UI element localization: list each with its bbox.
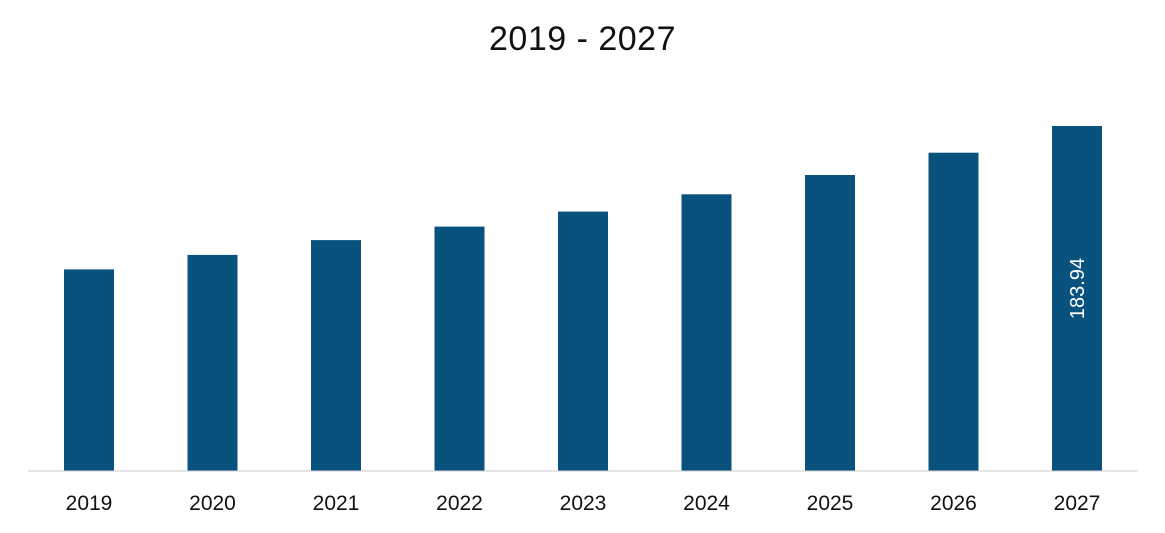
bar-2027 [1052, 126, 1102, 471]
x-tick-label-2019: 2019 [66, 492, 113, 515]
bar-2020 [187, 254, 238, 471]
bar-2022 [434, 226, 485, 471]
x-tick-label-2020: 2020 [189, 492, 236, 515]
x-tick-label-2025: 2025 [807, 492, 854, 515]
bar-2021 [311, 240, 361, 471]
x-tick-label-2021: 2021 [313, 492, 360, 515]
x-tick-label-2026: 2026 [930, 492, 977, 515]
x-tick-labels: 2019 2020 2021 2022 2023 2024 2025 2026 2027 [66, 492, 1101, 515]
bar-2023 [558, 211, 608, 471]
bar-2024 [681, 194, 732, 472]
x-tick-label-2022: 2022 [436, 492, 483, 515]
data-label-2027: 183.94 [1067, 258, 1089, 319]
bar-2019 [64, 269, 114, 471]
data-labels: 183.94 [1067, 258, 1089, 319]
x-tick-label-2027: 2027 [1054, 492, 1101, 515]
bar-2026 [928, 152, 979, 471]
x-tick-label-2023: 2023 [560, 492, 607, 515]
bar-2025 [805, 175, 855, 471]
chart-title: 2019 - 2027 [489, 20, 676, 58]
x-tick-label-2024: 2024 [683, 492, 730, 515]
bars-group [64, 126, 1102, 472]
